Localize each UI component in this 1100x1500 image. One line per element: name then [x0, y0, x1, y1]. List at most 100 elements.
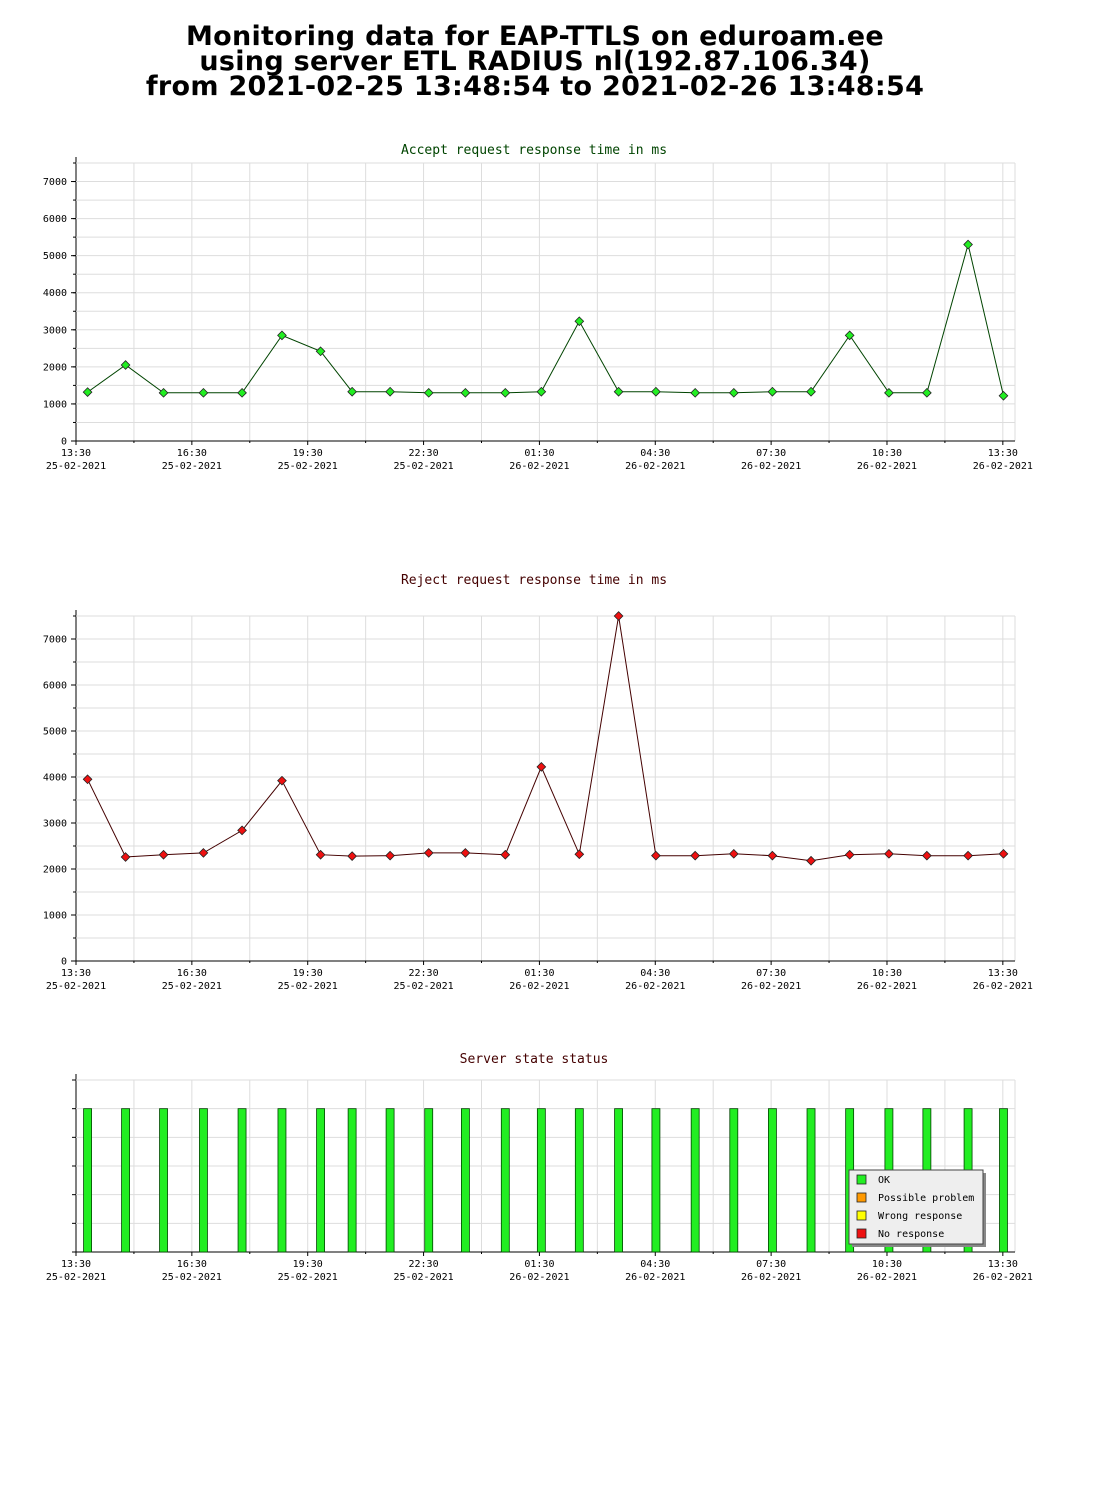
- data-point: [158, 849, 169, 860]
- status-bar: [999, 1108, 1008, 1253]
- data-point: [844, 849, 855, 860]
- x-tick-date: 26-02-2021: [741, 981, 801, 992]
- data-point: [385, 386, 395, 397]
- status-bar: [768, 1108, 777, 1253]
- status-bar: [690, 1108, 700, 1253]
- x-tick-date: 25-02-2021: [278, 981, 338, 992]
- x-tick-time: 16:30: [177, 448, 207, 459]
- page-title: Monitoring data for EAP-TTLS on eduroam.…: [0, 21, 1070, 102]
- x-tick-time: 01:30: [524, 968, 554, 979]
- x-tick-date: 25-02-2021: [393, 1272, 453, 1283]
- data-point: [690, 387, 701, 398]
- y-tick-label: 3000: [43, 819, 67, 830]
- data-point: [423, 848, 434, 858]
- data-point: [998, 390, 1009, 401]
- data-point: [315, 346, 326, 357]
- status-bar: [199, 1108, 208, 1253]
- status-bar: [574, 1108, 584, 1253]
- legend-swatch: [856, 1228, 867, 1239]
- data-point: [922, 387, 932, 398]
- data-point: [806, 855, 816, 866]
- data-point: [120, 360, 131, 370]
- x-tick-date: 26-02-2021: [625, 461, 685, 472]
- y-tick-label: 2000: [43, 362, 67, 373]
- data-point: [385, 850, 395, 861]
- data-point: [277, 330, 287, 341]
- x-tick-date: 26-02-2021: [741, 1272, 801, 1283]
- data-point: [728, 387, 739, 398]
- x-tick-time: 01:30: [524, 448, 554, 459]
- x-tick-time: 13:30: [61, 968, 91, 979]
- server-status-chart: Server state status 13:30 25-02-2021 16:30 2…: [46, 1052, 1033, 1283]
- y-tick-label: 4000: [43, 773, 67, 784]
- x-tick-date: 26-02-2021: [509, 1272, 569, 1283]
- title-line-3: from 2021-02-25 13:48:54 to 2021-02-26 1…: [145, 71, 925, 102]
- x-tick-time: 04:30: [640, 448, 670, 459]
- x-tick-time: 04:30: [640, 1259, 670, 1270]
- status-bar: [500, 1108, 510, 1253]
- y-tick-label: 7000: [43, 635, 67, 646]
- status-bar: [460, 1108, 470, 1253]
- status-bar: [729, 1108, 739, 1253]
- x-tick-date: 25-02-2021: [393, 461, 453, 472]
- y-tick-label: 6000: [43, 681, 67, 692]
- data-point: [574, 316, 585, 327]
- data-point: [237, 387, 247, 398]
- data-point: [423, 387, 434, 398]
- data-point: [651, 850, 661, 861]
- accept-response-chart: Accept request response time in ms 13:30 2…: [43, 143, 1033, 472]
- title-line-2: using server ETL RADIUS nl(192.87.106.34…: [199, 46, 871, 77]
- y-tick-label: 1000: [43, 911, 67, 922]
- status-bar: [385, 1108, 395, 1253]
- status-bar: [536, 1108, 546, 1253]
- x-tick-date: 26-02-2021: [973, 981, 1033, 992]
- x-tick-date: 26-02-2021: [857, 981, 917, 992]
- title-line-1: Monitoring data for EAP-TTLS on eduroam.…: [185, 21, 885, 52]
- data-point: [806, 386, 816, 397]
- x-tick-date: 26-02-2021: [625, 981, 685, 992]
- x-tick-time: 04:30: [640, 968, 670, 979]
- legend-swatch: [856, 1210, 867, 1221]
- chart-title: Server state status: [460, 1052, 609, 1067]
- x-tick-date: 26-02-2021: [625, 1272, 685, 1283]
- data-point: [963, 239, 973, 250]
- x-tick-time: 10:30: [872, 448, 902, 459]
- data-point: [237, 825, 247, 836]
- data-point: [998, 848, 1009, 859]
- reject-response-chart: Reject request response time in ms 13:30 2…: [43, 573, 1033, 992]
- data-point: [536, 386, 547, 397]
- data-point: [884, 387, 894, 398]
- y-tick-label: 5000: [43, 727, 67, 738]
- data-point: [120, 852, 131, 862]
- data-point: [347, 386, 357, 397]
- x-tick-time: 10:30: [872, 968, 902, 979]
- x-tick-time: 13:30: [61, 1259, 91, 1270]
- x-tick-date: 26-02-2021: [973, 1272, 1033, 1283]
- series-line: [87, 615, 1004, 862]
- y-tick-label: 4000: [43, 288, 67, 299]
- data-point: [82, 387, 93, 397]
- y-tick-label: 6000: [43, 214, 67, 225]
- data-point: [922, 850, 932, 861]
- y-tick-label: 0: [61, 437, 67, 448]
- x-tick-time: 22:30: [409, 448, 439, 459]
- legend-label: Wrong response: [878, 1211, 962, 1222]
- legend-label: OK: [878, 1175, 890, 1186]
- x-tick-time: 16:30: [177, 1259, 207, 1270]
- data-point: [500, 849, 511, 860]
- x-tick-time: 13:30: [988, 1259, 1018, 1270]
- x-tick-time: 10:30: [872, 1259, 902, 1270]
- data-point: [500, 387, 511, 398]
- status-bar: [237, 1108, 247, 1253]
- legend-label: Possible problem: [878, 1193, 974, 1204]
- x-tick-time: 16:30: [177, 968, 207, 979]
- status-bar: [121, 1108, 130, 1253]
- data-point: [198, 387, 209, 398]
- x-tick-date: 25-02-2021: [46, 461, 106, 472]
- x-tick-date: 26-02-2021: [509, 981, 569, 992]
- x-tick-date: 26-02-2021: [973, 461, 1033, 472]
- data-point: [651, 386, 661, 397]
- x-tick-time: 13:30: [988, 968, 1018, 979]
- data-point: [963, 850, 973, 861]
